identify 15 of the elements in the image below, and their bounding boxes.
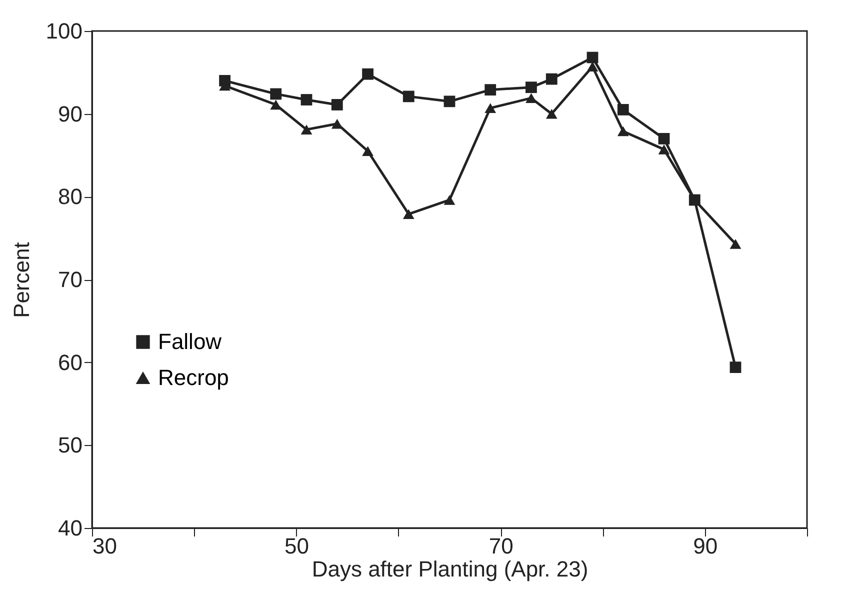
legend-label: Fallow: [158, 329, 222, 354]
y-tick-label: 80: [58, 184, 82, 210]
x-tick-label: 70: [488, 534, 514, 558]
x-axis-title: Days after Planting (Apr. 23): [312, 556, 588, 582]
y-tick-label: 70: [58, 267, 82, 292]
y-tick-label: 60: [58, 350, 82, 375]
x-tick-label: 90: [693, 534, 718, 558]
x-tick-label: 30: [92, 534, 117, 558]
y-axis-title: Percent: [8, 242, 34, 318]
y-tick-label: 40: [58, 516, 82, 540]
legend-label: Recrop: [158, 365, 229, 390]
y-tick-label: 90: [58, 101, 82, 126]
y-tick-label: 50: [58, 432, 82, 458]
y-tick-label: 100: [46, 18, 82, 44]
x-tick-label: 50: [284, 534, 310, 558]
